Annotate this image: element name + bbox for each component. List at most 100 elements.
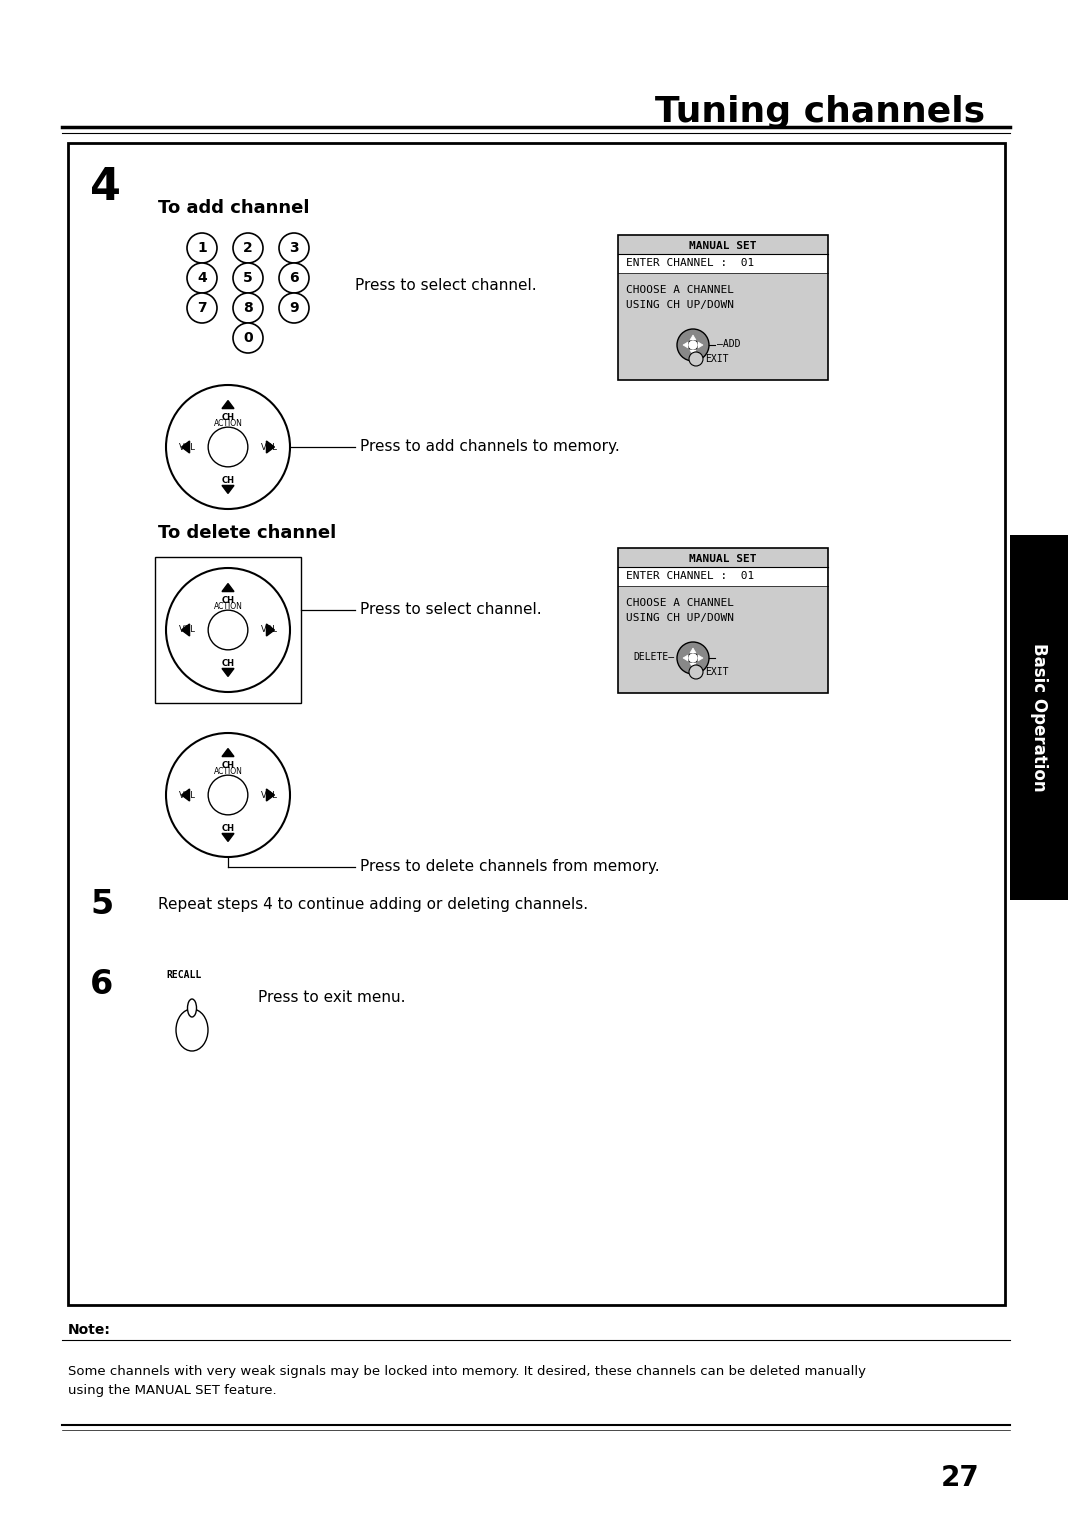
Circle shape [187, 232, 217, 263]
Circle shape [233, 232, 264, 263]
Text: CH: CH [221, 414, 234, 422]
Polygon shape [267, 788, 274, 801]
Text: ACTION: ACTION [214, 767, 242, 776]
Text: MANUAL SET: MANUAL SET [689, 555, 757, 564]
Text: To add channel: To add channel [158, 199, 310, 217]
Text: 3: 3 [289, 241, 299, 255]
Bar [156, 558, 301, 703]
Circle shape [233, 293, 264, 322]
Text: Press to add channels to memory.: Press to add channels to memory. [360, 440, 620, 454]
Circle shape [677, 642, 708, 674]
Text: CH: CH [221, 475, 234, 484]
Polygon shape [181, 442, 190, 452]
Text: ACTION: ACTION [214, 602, 242, 611]
Text: VOL: VOL [260, 790, 278, 799]
Polygon shape [683, 656, 688, 662]
Polygon shape [222, 749, 234, 756]
Text: 1: 1 [198, 241, 207, 255]
Text: EXIT: EXIT [705, 668, 729, 677]
Text: DELETE—: DELETE— [633, 652, 674, 662]
Polygon shape [698, 656, 703, 662]
Polygon shape [267, 442, 274, 452]
Text: Basic Operation: Basic Operation [1030, 643, 1048, 792]
Text: Press to exit menu.: Press to exit menu. [258, 990, 405, 1005]
Text: 4: 4 [90, 165, 121, 208]
Polygon shape [181, 623, 190, 636]
Circle shape [688, 652, 698, 663]
Bar [619, 255, 827, 274]
Text: 4: 4 [198, 270, 207, 286]
Text: —ADD: —ADD [717, 339, 741, 348]
Polygon shape [222, 833, 234, 842]
Text: 2: 2 [243, 241, 253, 255]
Text: CH: CH [221, 596, 234, 605]
Polygon shape [267, 623, 274, 636]
Text: 7: 7 [198, 301, 206, 315]
Polygon shape [698, 342, 703, 348]
Circle shape [279, 293, 309, 322]
Circle shape [279, 232, 309, 263]
Text: To delete channel: To delete channel [158, 524, 336, 542]
Text: VOL: VOL [260, 443, 278, 451]
Polygon shape [222, 400, 234, 408]
Text: Tuning channels: Tuning channels [654, 95, 985, 128]
Polygon shape [222, 486, 234, 494]
Circle shape [208, 775, 247, 814]
Ellipse shape [176, 1008, 208, 1051]
Polygon shape [222, 668, 234, 677]
Text: ENTER CHANNEL :  01: ENTER CHANNEL : 01 [626, 258, 754, 267]
Polygon shape [690, 335, 696, 341]
Circle shape [208, 610, 247, 649]
Text: ENTER CHANNEL :  01: ENTER CHANNEL : 01 [626, 571, 754, 581]
Bar [619, 568, 827, 587]
Circle shape [688, 341, 698, 350]
Polygon shape [690, 663, 696, 668]
Circle shape [677, 329, 708, 361]
Text: Some channels with very weak signals may be locked into memory. It desired, thes: Some channels with very weak signals may… [68, 1365, 866, 1397]
Text: 8: 8 [243, 301, 253, 315]
Polygon shape [690, 648, 696, 652]
Text: CH: CH [221, 761, 234, 770]
Text: CHOOSE A CHANNEL
USING CH UP/DOWN: CHOOSE A CHANNEL USING CH UP/DOWN [626, 597, 734, 623]
Text: Press to select channel.: Press to select channel. [360, 602, 542, 617]
Bar [618, 549, 828, 694]
Circle shape [166, 385, 291, 509]
Polygon shape [690, 350, 696, 354]
Text: VOL: VOL [178, 790, 195, 799]
Ellipse shape [188, 999, 197, 1018]
Text: 27: 27 [941, 1464, 980, 1491]
Text: Repeat steps 4 to continue adding or deleting channels.: Repeat steps 4 to continue adding or del… [158, 897, 589, 912]
Text: 6: 6 [90, 969, 113, 1001]
Text: CH: CH [221, 824, 234, 833]
Text: 0: 0 [243, 332, 253, 345]
Circle shape [233, 322, 264, 353]
Circle shape [208, 428, 247, 468]
Circle shape [166, 733, 291, 857]
Circle shape [689, 351, 703, 367]
Text: CH: CH [221, 659, 234, 668]
Polygon shape [181, 788, 190, 801]
Text: Note:: Note: [68, 1323, 111, 1337]
Circle shape [233, 263, 264, 293]
Polygon shape [683, 342, 688, 348]
Bar [68, 144, 1005, 1305]
Circle shape [187, 263, 217, 293]
Text: VOL: VOL [178, 443, 195, 451]
Text: CHOOSE A CHANNEL
USING CH UP/DOWN: CHOOSE A CHANNEL USING CH UP/DOWN [626, 286, 734, 310]
Text: EXIT: EXIT [705, 354, 729, 364]
Text: ACTION: ACTION [214, 420, 242, 428]
Text: MANUAL SET: MANUAL SET [689, 241, 757, 251]
Circle shape [187, 293, 217, 322]
Text: 5: 5 [243, 270, 253, 286]
Text: 6: 6 [289, 270, 299, 286]
Text: VOL: VOL [260, 625, 278, 634]
Circle shape [689, 665, 703, 678]
Text: 5: 5 [90, 888, 113, 921]
Text: Press to delete channels from memory.: Press to delete channels from memory. [360, 859, 660, 874]
Text: RECALL: RECALL [166, 970, 201, 979]
Circle shape [279, 263, 309, 293]
Bar [1010, 535, 1068, 900]
Circle shape [166, 568, 291, 692]
Text: Press to select channel.: Press to select channel. [355, 278, 537, 292]
Text: VOL: VOL [178, 625, 195, 634]
